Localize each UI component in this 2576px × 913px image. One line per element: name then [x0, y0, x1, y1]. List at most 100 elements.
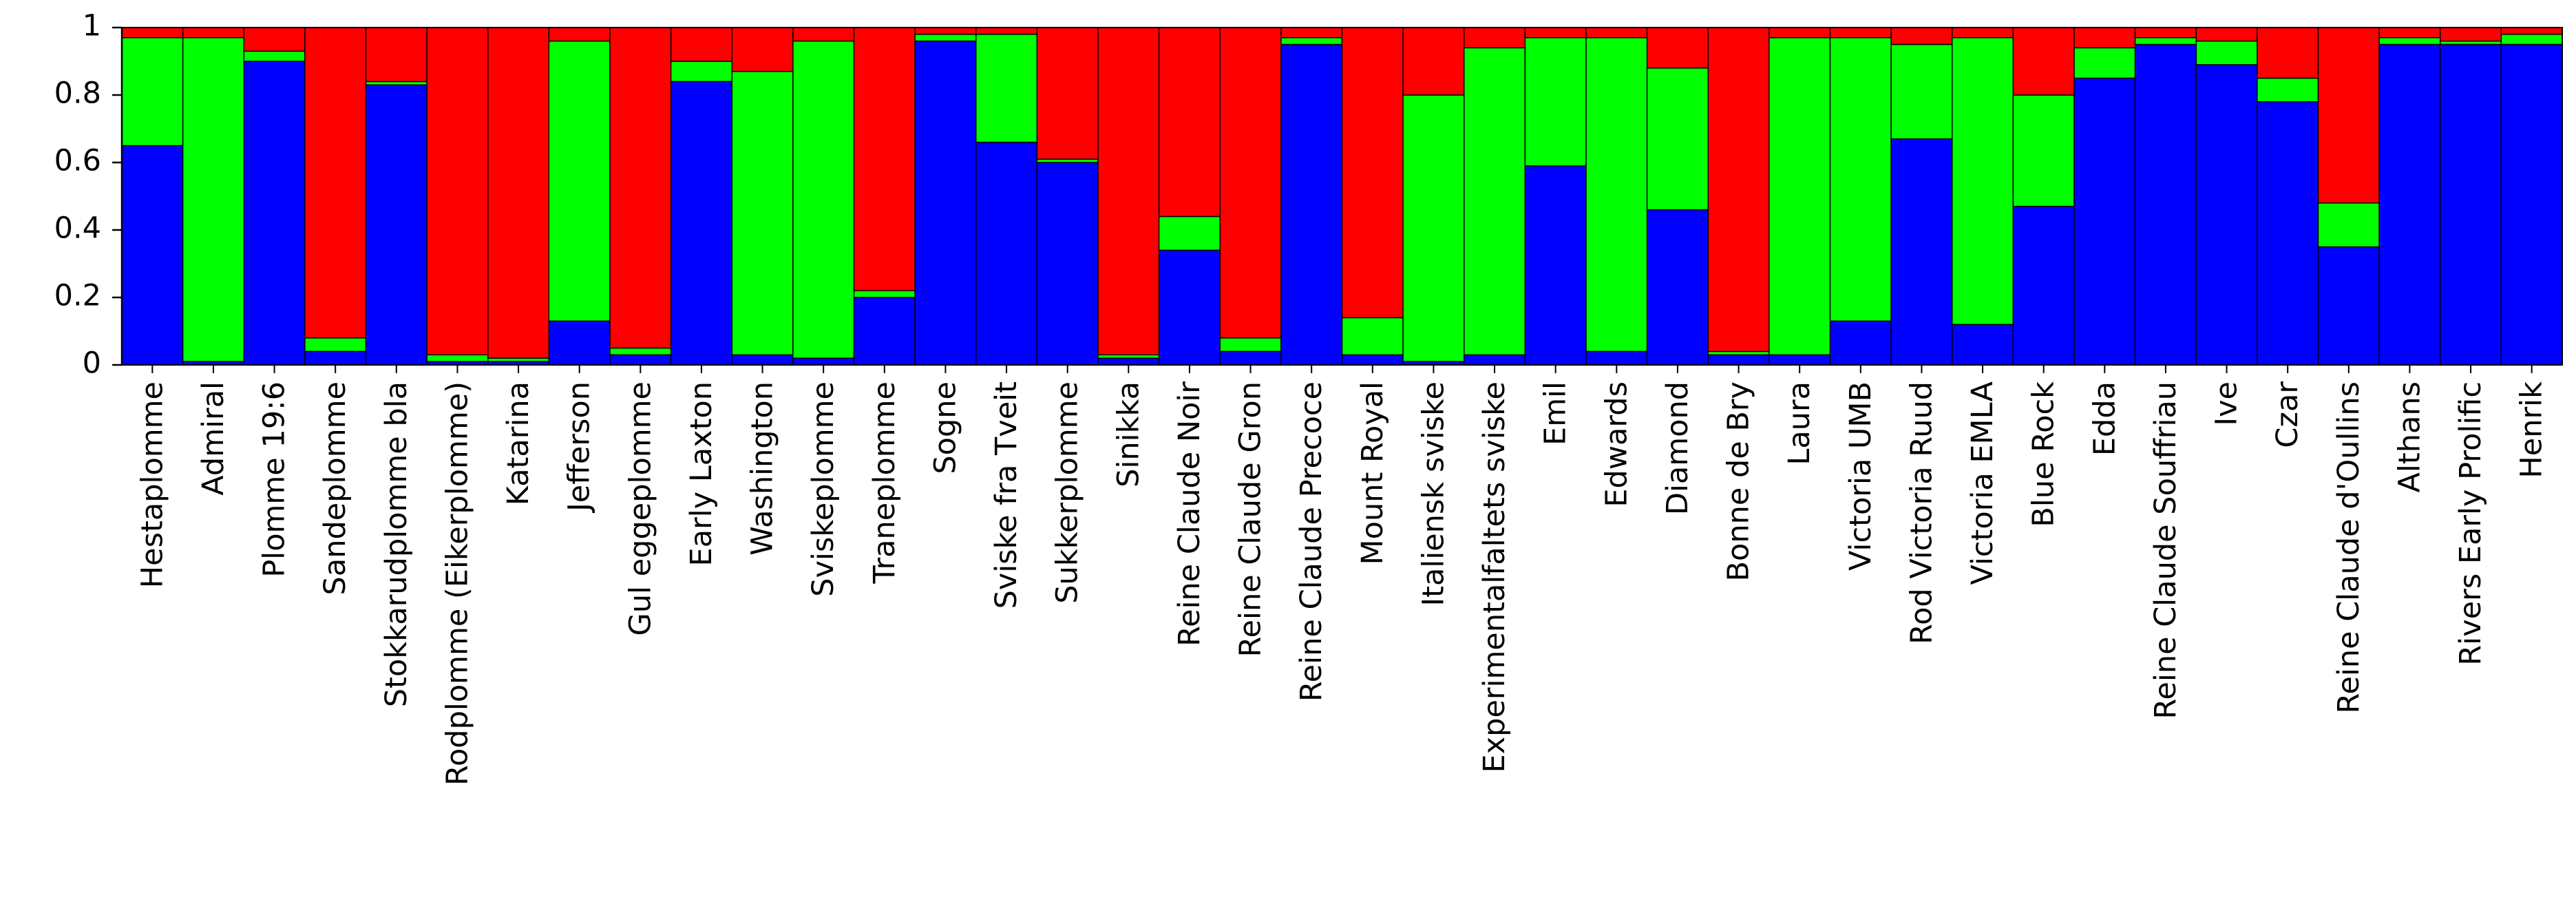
bar-segment-1-36 [2257, 101, 2319, 366]
category-label: Laura [1782, 381, 1817, 465]
bar-segment-3-33 [2073, 27, 2136, 49]
bar-segment-1-32 [2012, 205, 2075, 366]
plot-area [121, 27, 2563, 366]
bar-segment-2-3 [243, 50, 306, 62]
bar-segment-2-23 [1464, 47, 1526, 356]
bar-segment-1-21 [1341, 354, 1404, 366]
bar-segment-2-9 [609, 347, 672, 356]
bar-segment-3-30 [1890, 27, 1953, 45]
category-label: Rodplomme (Eikerplomme) [440, 381, 474, 786]
bar-segment-2-37 [2317, 202, 2380, 248]
y-tick-label: 1 [83, 9, 101, 43]
category-label: Sviskeplomme [806, 381, 841, 597]
bar-segment-2-36 [2257, 77, 2319, 103]
category-label: Reine Claude Noir [1172, 381, 1207, 647]
bar-segment-3-36 [2257, 27, 2319, 79]
category-label: Edwards [1599, 381, 1634, 507]
bar-segment-3-5 [365, 27, 427, 83]
bar-segment-2-30 [1890, 43, 1953, 140]
category-label: Edda [2087, 381, 2122, 456]
category-label: Traneplomme [867, 381, 902, 584]
category-label: Washington [746, 381, 780, 556]
bar-segment-1-28 [1769, 354, 1831, 366]
category-label: Victoria EMLA [1965, 381, 2000, 585]
bar-segment-2-6 [426, 354, 489, 362]
category-label: Rivers Early Prolific [2453, 381, 2488, 666]
bar-segment-3-29 [1829, 27, 1892, 39]
bar-segment-2-38 [2378, 36, 2441, 45]
bar-segment-2-24 [1524, 36, 1587, 167]
bar-segment-1-33 [2073, 77, 2136, 366]
category-label: Blue Rock [2027, 381, 2061, 527]
bar-segment-1-10 [670, 81, 732, 366]
bar-segment-3-21 [1341, 27, 1404, 319]
bar-segment-1-39 [2440, 43, 2502, 366]
category-label: Sviske fra Tveit [989, 381, 1024, 609]
bar-segment-1-19 [1219, 350, 1282, 366]
bar-segment-3-22 [1402, 27, 1465, 96]
bar-segment-3-39 [2440, 27, 2502, 42]
bar-segment-3-14 [914, 27, 977, 35]
category-label: Ive [2210, 381, 2244, 426]
y-tick-label: 0 [83, 346, 101, 381]
bar-segment-1-40 [2500, 43, 2563, 366]
bar-segment-2-1 [121, 36, 184, 147]
category-label: Mount Royal [1355, 381, 1390, 565]
bar-segment-1-4 [304, 350, 367, 366]
bar-segment-3-25 [1585, 27, 1648, 39]
bar-segment-3-31 [1952, 27, 2014, 39]
bar-segment-2-2 [182, 36, 244, 362]
category-label: Reine Claude Souffriau [2149, 381, 2183, 719]
category-label: Bonne de Bry [1722, 381, 1756, 581]
bar-segment-2-4 [304, 337, 367, 353]
category-label: Rod Victoria Ruud [1904, 381, 1939, 644]
category-label: Plomme 19:6 [257, 381, 292, 578]
category-label: Sandeplomme [318, 381, 352, 595]
bar-segment-1-14 [914, 40, 977, 366]
bar-segment-3-11 [731, 27, 794, 72]
bar-segment-2-12 [792, 40, 855, 359]
bar-segment-3-4 [304, 27, 367, 339]
bar-segment-1-5 [365, 84, 427, 366]
bar-segment-2-18 [1158, 216, 1221, 251]
y-tick-label: 0.2 [54, 279, 101, 313]
bar-segment-3-6 [426, 27, 489, 356]
bar-segment-3-16 [1036, 27, 1099, 160]
bar-segment-2-15 [975, 34, 1038, 143]
category-label: Katarina [501, 381, 536, 505]
y-axis: 0 0.2 0.4 0.6 0.8 1 [54, 9, 123, 381]
bar-segment-3-24 [1524, 27, 1587, 39]
category-label: Diamond [1660, 381, 1695, 515]
bar-segment-2-31 [1952, 36, 2014, 325]
bar-segment-3-38 [2378, 27, 2441, 39]
bar-segment-1-23 [1464, 354, 1526, 366]
x-axis: Hestaplomme Admiral Plomme 19:6 Sandeplomme… [135, 365, 2549, 786]
bar-segment-1-11 [731, 354, 794, 366]
bar-segment-2-19 [1219, 337, 1282, 353]
category-label: Jefferson [562, 381, 597, 514]
bar-segment-2-20 [1280, 36, 1343, 45]
bar-segment-1-35 [2195, 64, 2258, 366]
bar-segment-2-28 [1769, 36, 1831, 356]
bar-segment-3-1 [121, 27, 184, 39]
category-label: Reine Claude d'Oullins [2332, 381, 2366, 713]
bar-segment-1-38 [2378, 43, 2441, 366]
bar-segment-1-18 [1158, 249, 1221, 366]
category-label: Sukkerplomme [1051, 381, 1085, 604]
bar-segment-3-18 [1158, 27, 1221, 218]
category-label: Early Laxton [684, 381, 719, 566]
category-label: Admiral [196, 381, 231, 496]
bar-segment-3-37 [2317, 27, 2380, 204]
category-label: Sogne [928, 381, 962, 474]
bar-segment-3-40 [2500, 27, 2563, 35]
category-label: Italiensk sviske [1416, 381, 1450, 607]
category-label: Henrik [2515, 381, 2549, 479]
bar-segment-1-25 [1585, 350, 1648, 366]
bar-segment-1-31 [1952, 324, 2014, 366]
bar-segment-3-35 [2195, 27, 2258, 42]
bar-segment-2-40 [2500, 34, 2563, 45]
bar-segment-2-26 [1646, 67, 1709, 211]
bar-segment-2-25 [1585, 36, 1648, 353]
bar-segment-3-23 [1464, 27, 1526, 49]
